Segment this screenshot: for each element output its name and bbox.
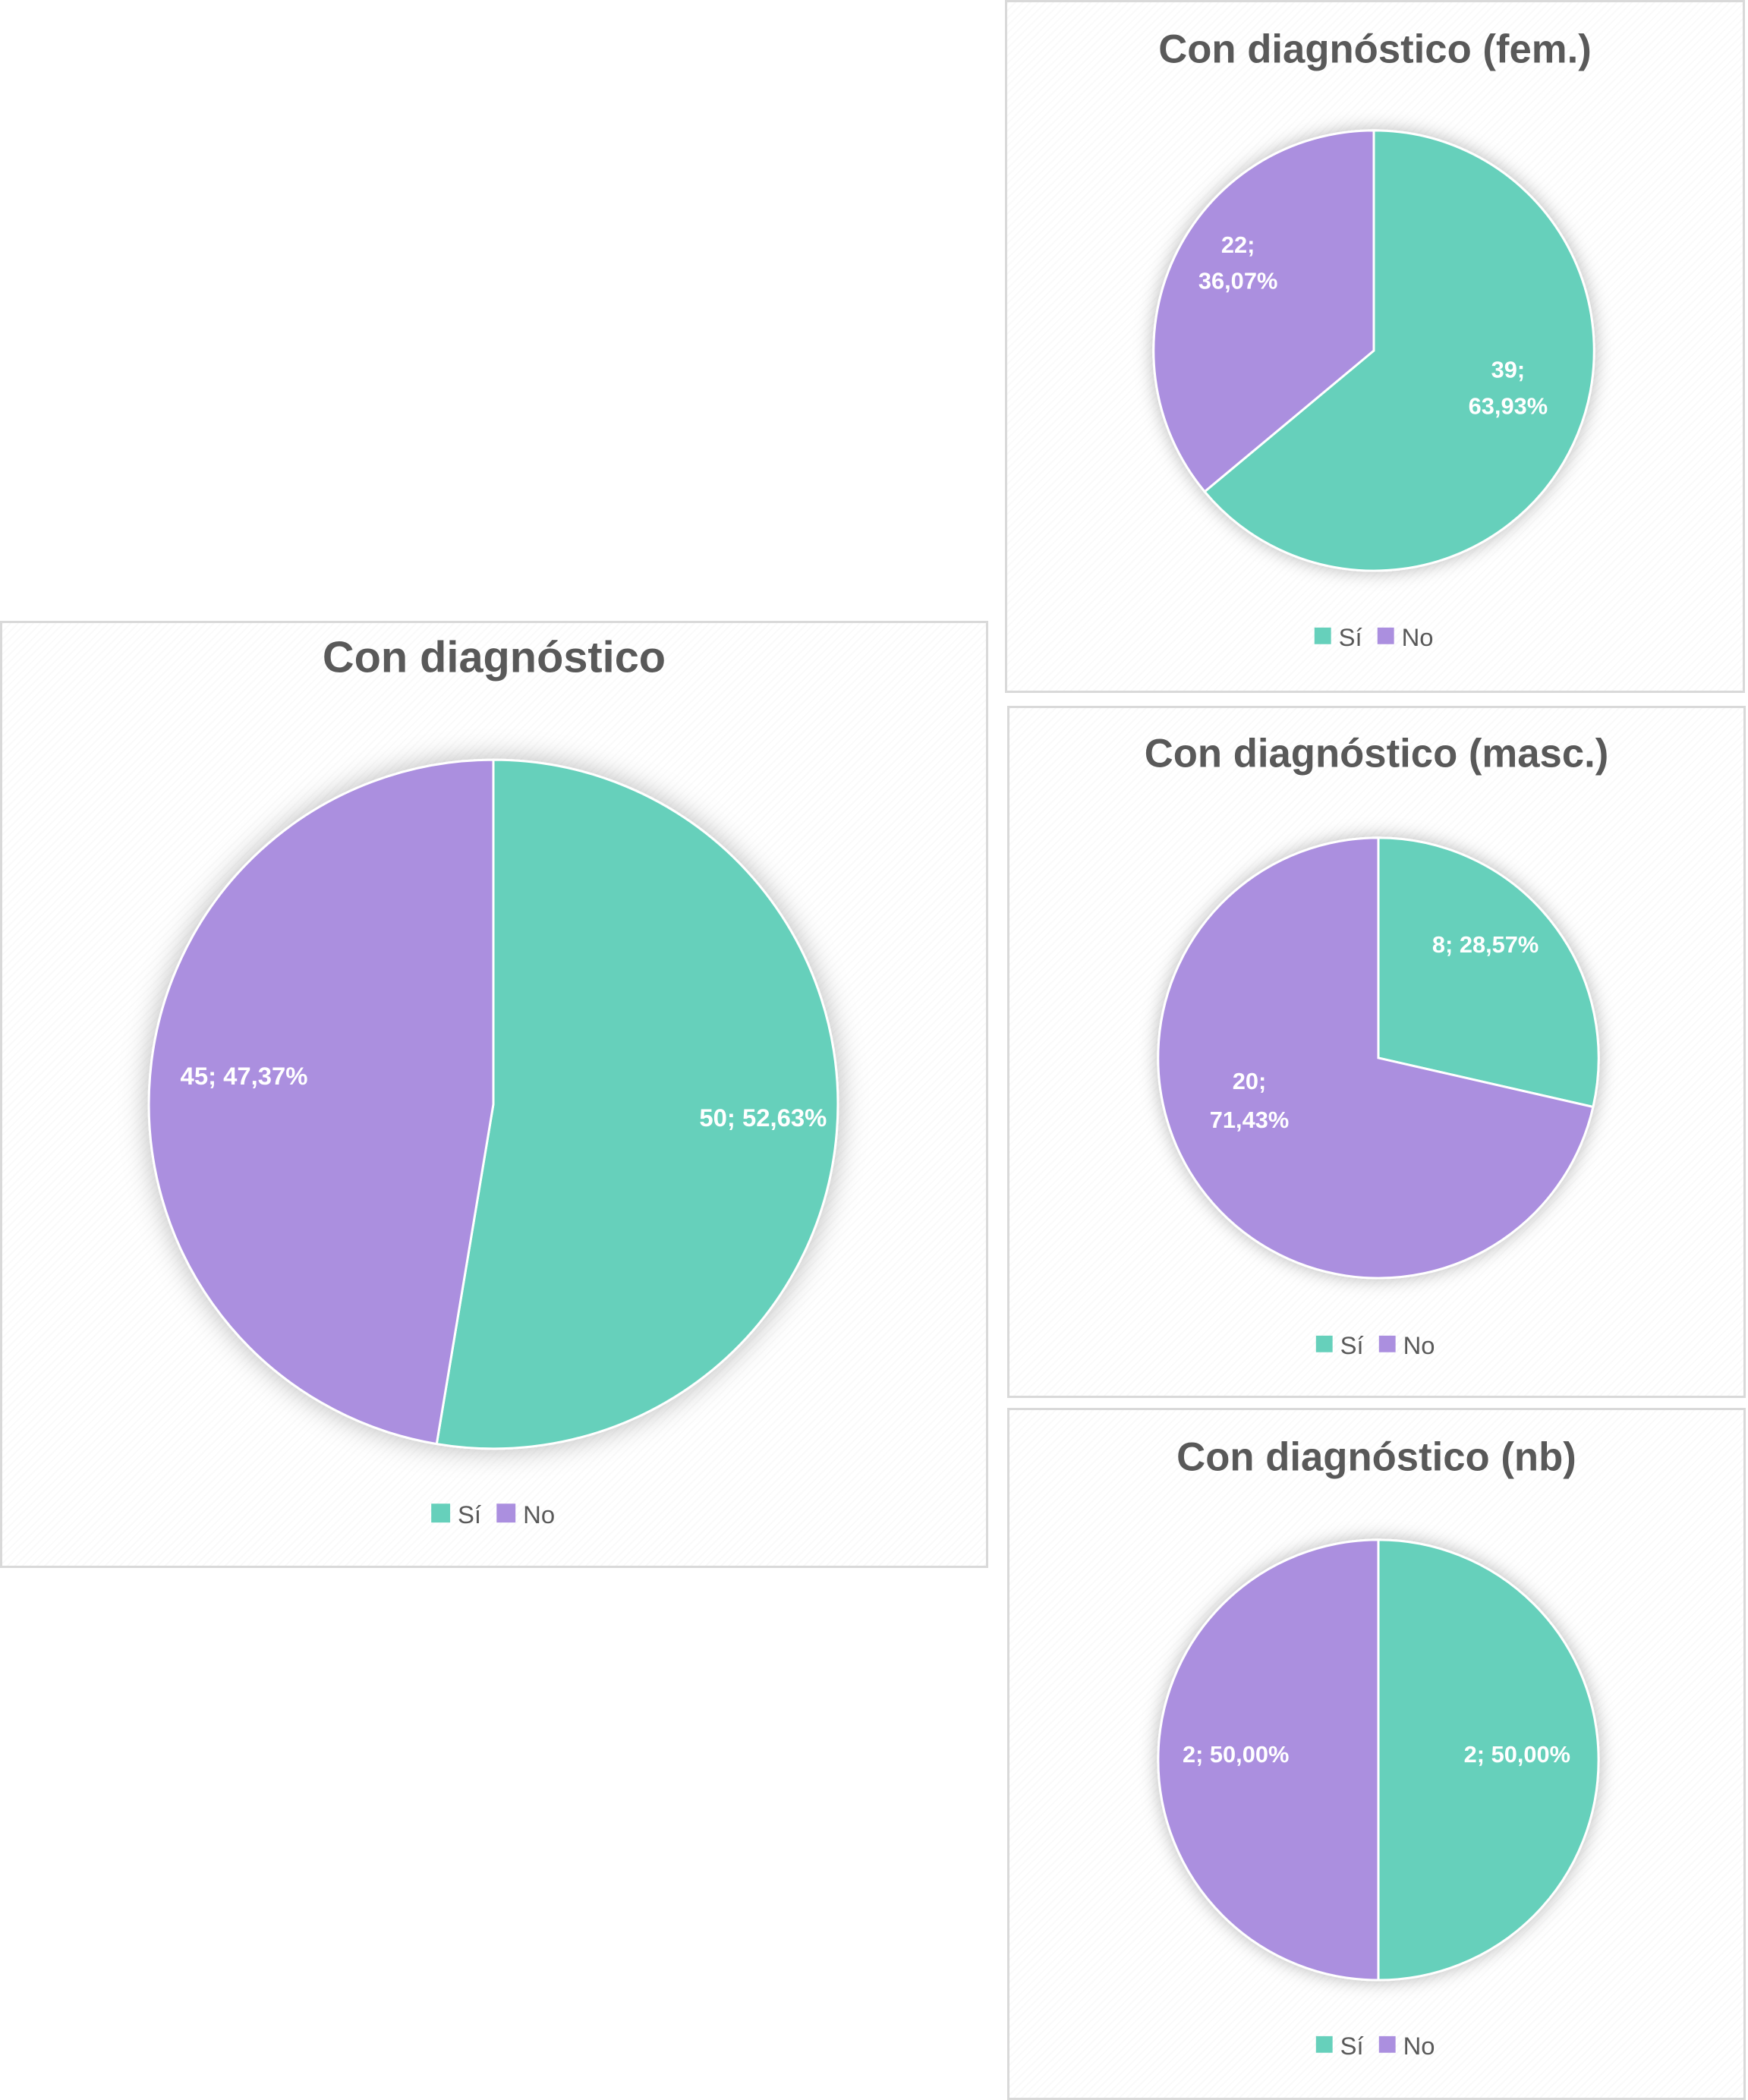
pie-slices <box>1157 1538 1600 1982</box>
chart-title: Con diagnóstico (fem.) <box>1158 27 1592 71</box>
legend-swatch-no <box>1378 1335 1396 1352</box>
legend: Sí No <box>1315 1331 1435 1359</box>
pie-chart-nb: Con diagnóstico (nb) 2; 50,00% 2; 50,00% Sí… <box>1157 1434 1600 2060</box>
data-label-no: 2; 50,00% <box>1183 1741 1289 1768</box>
pie-chart-masc: Con diagnóstico (masc.) 8; 28,57% 20; 71,43… <box>1145 731 1609 1359</box>
legend-label-no: No <box>1403 2032 1435 2060</box>
pie-slice-no[interactable] <box>1157 836 1595 1280</box>
pie-slices <box>147 758 839 1450</box>
data-label-no: 20; 71,43% <box>1210 1068 1289 1133</box>
legend-label-si: Sí <box>1340 2032 1364 2060</box>
pie-slice-no[interactable] <box>1157 1538 1380 1982</box>
data-label-si: 50; 52,63% <box>699 1104 827 1132</box>
chart-title: Con diagnóstico (nb) <box>1176 1434 1576 1479</box>
pie-slice-no[interactable] <box>147 758 495 1446</box>
legend-swatch-no <box>1378 2035 1396 2053</box>
legend-label-si: Sí <box>458 1500 481 1529</box>
legend-label-si: Sí <box>1340 1331 1364 1359</box>
legend-label-si: Sí <box>1339 623 1362 651</box>
legend-swatch-no <box>1377 627 1394 644</box>
pie-slice-no[interactable] <box>1152 129 1375 493</box>
legend-swatch-si <box>1315 1335 1333 1352</box>
legend: Sí No <box>1315 2032 1435 2060</box>
legend-swatch-no <box>496 1503 516 1523</box>
legend: Sí No <box>1314 623 1434 651</box>
pie-chart-fem: Con diagnóstico (fem.) 39; 63,93% 22; 36,07%… <box>1152 27 1595 651</box>
chart-title: Con diagnóstico (masc.) <box>1145 731 1609 776</box>
pie-slices <box>1152 129 1595 572</box>
legend-label-no: No <box>1403 1331 1435 1359</box>
data-label-si: 39; 63,93% <box>1469 357 1548 420</box>
chart-con-diagnostico-masc: Con diagnóstico (masc.) 8; 28,57% 20; 71,43… <box>1007 706 1746 1398</box>
pie-slice-si[interactable] <box>1377 836 1600 1109</box>
legend-swatch-si <box>431 1503 451 1523</box>
legend: Sí No <box>431 1500 555 1529</box>
pie-slices <box>1157 836 1600 1280</box>
chart-con-diagnostico: Con diagnóstico 50; 52,63% 45; 47,37% Sí No <box>0 621 988 1568</box>
chart-con-diagnostico-nb: Con diagnóstico (nb) 2; 50,00% 2; 50,00% Sí… <box>1007 1408 1746 2100</box>
data-label-no: 45; 47,37% <box>181 1062 308 1090</box>
data-label-si: 2; 50,00% <box>1464 1741 1570 1768</box>
chart-title: Con diagnóstico <box>323 634 666 682</box>
legend-swatch-si <box>1315 2035 1333 2053</box>
pie-slice-si[interactable] <box>1203 129 1595 572</box>
pie-slice-si[interactable] <box>435 758 839 1450</box>
data-label-no: 22; 36,07% <box>1198 231 1277 294</box>
pie-chart-main: Con diagnóstico 50; 52,63% 45; 47,37% Sí No <box>147 634 839 1529</box>
legend-label-no: No <box>1402 623 1434 651</box>
pie-slice-si[interactable] <box>1377 1538 1600 1982</box>
legend-label-no: No <box>523 1500 555 1529</box>
data-label-si: 8; 28,57% <box>1432 931 1539 958</box>
chart-con-diagnostico-fem: Con diagnóstico (fem.) 39; 63,93% 22; 36,07%… <box>1005 0 1745 693</box>
legend-swatch-si <box>1314 627 1331 644</box>
